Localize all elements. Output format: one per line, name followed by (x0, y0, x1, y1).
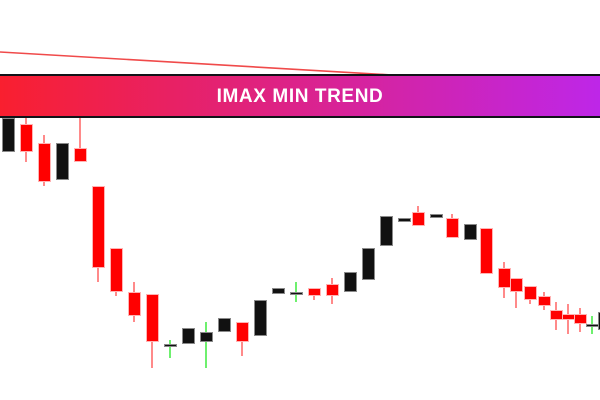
candle-body (523, 286, 537, 300)
candle-body (91, 186, 105, 268)
candle-wick (205, 322, 207, 368)
candle-body (307, 288, 321, 296)
candle-body (509, 278, 523, 292)
candle-body (235, 322, 249, 342)
candle-body (199, 332, 213, 342)
candle-body (145, 294, 159, 342)
candle-body (361, 248, 375, 280)
candle-body (573, 314, 587, 324)
candle-body (479, 228, 493, 274)
candle-body (55, 143, 69, 180)
candle-wick (515, 278, 517, 308)
candle-body (253, 300, 267, 336)
title-banner: IMAX MIN TREND (0, 74, 600, 118)
candle-wick (169, 340, 171, 358)
candle-body (127, 292, 141, 316)
candle-body (325, 284, 339, 296)
candle-body (271, 288, 285, 294)
candle-wick (79, 118, 81, 162)
candle-body (217, 318, 231, 332)
candle-body (289, 292, 303, 295)
candle-body (463, 224, 477, 240)
candle-body (411, 212, 425, 226)
candle-body (429, 214, 443, 218)
candle-body (163, 344, 177, 347)
candle-body (109, 248, 123, 292)
candle-body (397, 218, 411, 222)
candle-body (537, 296, 551, 306)
page-title: IMAX MIN TREND (216, 85, 384, 107)
candle-body (73, 148, 87, 162)
candle-body (37, 143, 51, 182)
candle-body (1, 118, 15, 152)
candle-body (343, 272, 357, 292)
candle-body (19, 124, 33, 152)
candle-body (379, 216, 393, 246)
candle-body (445, 218, 459, 238)
candle-body (597, 312, 600, 330)
candle-body (181, 328, 195, 344)
